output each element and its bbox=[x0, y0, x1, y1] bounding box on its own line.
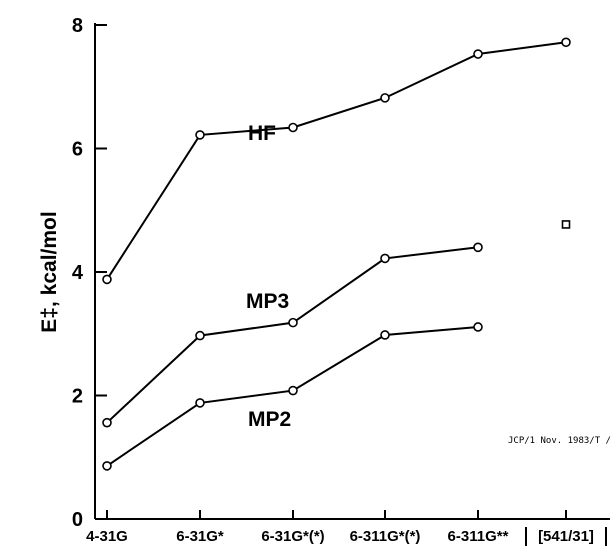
x-tick-labels: 4-31G 6-31G* 6-31G*(*) 6-311G*(*) 6-311G** [5… bbox=[86, 510, 607, 546]
data-point-mp3 bbox=[473, 242, 483, 253]
x-tick-label: 6-311G** bbox=[448, 528, 509, 545]
figure-annotation: JCP/1 Nov. 1983/T / Fig. 1 bbox=[508, 436, 613, 446]
square-data-point bbox=[561, 220, 571, 229]
data-point-mp3 bbox=[288, 317, 298, 328]
y-tick-label: 2 bbox=[72, 386, 83, 408]
data-point-mp3 bbox=[102, 417, 112, 428]
y-tick-label: 8 bbox=[72, 15, 83, 37]
data-point-mp3 bbox=[195, 330, 205, 341]
data-point-hf bbox=[561, 37, 571, 48]
data-point-mp3 bbox=[380, 253, 390, 264]
series-label-mp2: MP2 bbox=[248, 408, 291, 431]
data-point-hf bbox=[102, 274, 112, 285]
data-point-hf bbox=[380, 93, 390, 103]
series-line-mp2 bbox=[106, 325, 479, 467]
x-tick-label: 6-31G* bbox=[176, 528, 224, 545]
series-line-hf bbox=[106, 41, 567, 280]
y-ticks: 0 2 4 6 8 bbox=[72, 15, 107, 531]
data-point-mp2 bbox=[473, 322, 483, 332]
x-tick-label: 6-31G*(*) bbox=[261, 528, 324, 545]
data-point-mp2 bbox=[380, 330, 390, 340]
data-point-mp2 bbox=[102, 461, 112, 471]
series-group: HF MP3 MP2 bbox=[102, 37, 571, 471]
x-tick-label: 4-31G bbox=[86, 528, 128, 545]
data-point-mp2 bbox=[195, 398, 205, 408]
x-tick-label: 6-311G*(*) bbox=[350, 528, 421, 545]
y-tick-label: 4 bbox=[72, 262, 84, 284]
data-point-hf bbox=[473, 49, 483, 59]
series-line-mp3 bbox=[106, 246, 479, 424]
x-tick-label: [541/31] bbox=[538, 528, 594, 545]
y-axis-label: E‡, kcal/mol bbox=[38, 211, 61, 332]
data-point-mp2 bbox=[288, 385, 298, 396]
series-label-mp3: MP3 bbox=[246, 290, 289, 313]
series-label-hf: HF bbox=[248, 122, 276, 145]
data-point-hf bbox=[288, 122, 298, 133]
y-tick-label: 6 bbox=[72, 139, 83, 161]
data-point-hf bbox=[195, 130, 205, 140]
y-tick-label: 0 bbox=[72, 509, 83, 531]
